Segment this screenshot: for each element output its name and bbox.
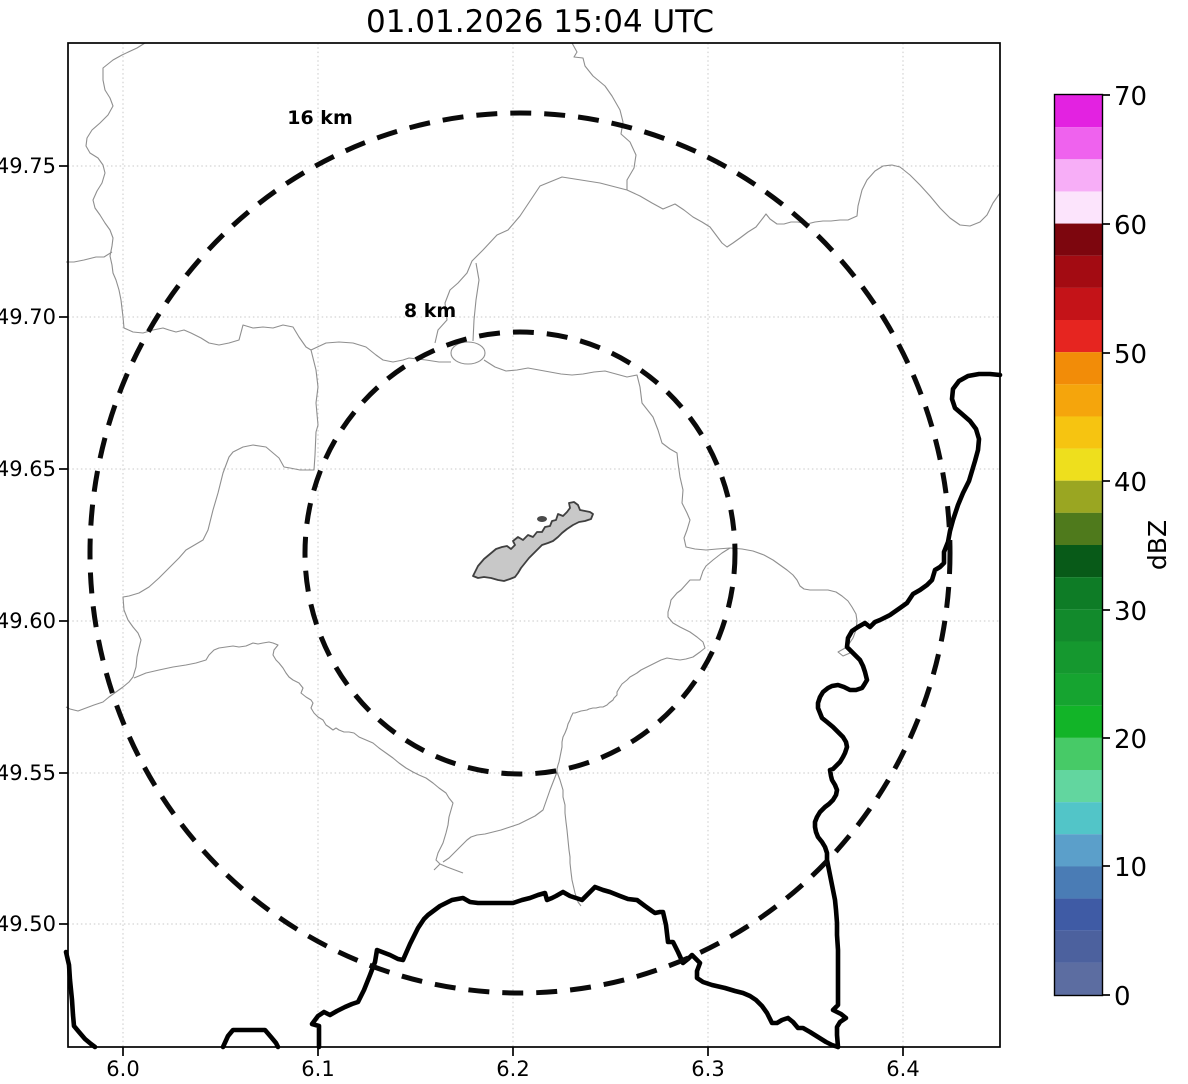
range-ring-16km-label: 16 km	[287, 107, 353, 129]
colorbar-band	[1055, 802, 1102, 835]
axis-tick-labels: 6.0 6.1 6.2 6.3 6.4 49.75 49.70 49.65 49…	[0, 154, 920, 1081]
y-tick-label: 49.75	[0, 154, 56, 178]
boundary-line	[66, 251, 113, 263]
city-polygon	[472, 501, 594, 582]
city-marker	[537, 516, 547, 522]
boundary-line	[483, 359, 731, 551]
x-tick-label: 6.4	[886, 1057, 919, 1081]
x-tick-label: 6.0	[106, 1057, 139, 1081]
boundary-line	[65, 349, 319, 712]
x-tick-label: 6.1	[301, 1057, 334, 1081]
colorbar-band	[1055, 95, 1102, 128]
colorbar-tick-label: 20	[1114, 725, 1147, 755]
y-tick-label: 49.60	[0, 609, 56, 633]
gridlines	[68, 43, 1000, 1047]
boundary-line	[729, 547, 858, 648]
colorbar-tick-label: 70	[1114, 82, 1147, 112]
colorbar-band	[1055, 287, 1102, 321]
y-tick-label: 49.70	[0, 305, 56, 329]
range-ring-16km	[87, 110, 953, 996]
colorbar-tick-label: 10	[1114, 853, 1147, 883]
range-ring-8km-label: 8 km	[404, 300, 456, 322]
colorbar-band	[1055, 159, 1102, 192]
boundary-line	[556, 771, 582, 907]
colorbar-unit-label: dBZ	[1143, 520, 1172, 570]
colorbar-band	[1055, 127, 1102, 160]
colorbar-band	[1055, 512, 1102, 546]
border-line-left	[63, 949, 98, 1050]
boundary-line	[556, 547, 731, 772]
thick-borders	[63, 371, 1003, 1050]
boundary-line	[439, 863, 464, 874]
plot-title: 01.01.2026 15:04 UTC	[366, 4, 714, 40]
colorbar-band	[1055, 255, 1102, 288]
colorbar-band	[1055, 770, 1102, 803]
colorbar-tick-label: 60	[1114, 211, 1147, 241]
colorbar-tick-label: 40	[1114, 468, 1147, 498]
colorbar-band	[1055, 962, 1102, 995]
boundary-line	[85, 42, 146, 318]
colorbar-tick-label: 0	[1114, 982, 1131, 1012]
boundary-loop	[450, 341, 486, 365]
boundary-line	[133, 641, 454, 871]
border-river-east	[812, 371, 1003, 1050]
colorbar-tick-label: 30	[1114, 597, 1147, 627]
colorbar-band	[1055, 480, 1102, 513]
y-tick-label: 49.65	[0, 457, 56, 481]
border-line-bump	[220, 1027, 281, 1050]
plot-frame	[67, 42, 1001, 1048]
axis-ticks	[59, 165, 904, 1056]
boundary-line	[434, 176, 628, 344]
colorbar-band	[1055, 416, 1102, 449]
colorbar-band	[1055, 448, 1102, 481]
colorbar-band	[1055, 384, 1102, 417]
boundary-line	[472, 262, 480, 342]
colorbar-band	[1055, 577, 1102, 610]
x-tick-label: 6.2	[496, 1057, 529, 1081]
range-ring-8km	[302, 329, 738, 777]
colorbar-band	[1055, 930, 1102, 963]
y-tick-label: 49.50	[0, 912, 56, 936]
colorbar: 70 60 50 40 30 20 10 0 dBZ	[1053, 82, 1172, 1012]
colorbar-band	[1055, 223, 1102, 256]
y-tick-label: 49.55	[0, 761, 56, 785]
river-line	[571, 42, 637, 190]
boundary-line	[442, 771, 558, 863]
colorbar-band	[1055, 834, 1102, 867]
colorbar-band	[1055, 705, 1102, 738]
colorbar-band	[1055, 737, 1102, 771]
colorbar-band	[1055, 609, 1102, 642]
colorbar-band	[1055, 545, 1102, 578]
range-rings	[87, 110, 953, 996]
thin-boundaries	[65, 42, 1001, 907]
colorbar-band	[1055, 866, 1102, 899]
colorbar-band	[1055, 352, 1102, 385]
colorbar-band	[1055, 673, 1102, 706]
river-line	[626, 164, 1001, 248]
colorbar-frame	[1053, 93, 1104, 997]
colorbar-tick-label: 50	[1114, 340, 1147, 370]
colorbar-band	[1055, 320, 1102, 353]
colorbar-band	[1055, 191, 1102, 224]
border-line-south	[309, 884, 841, 1050]
colorbar-band	[1055, 641, 1102, 674]
boundary-line	[122, 316, 451, 363]
colorbar-band	[1055, 898, 1102, 931]
x-tick-label: 6.3	[691, 1057, 724, 1081]
